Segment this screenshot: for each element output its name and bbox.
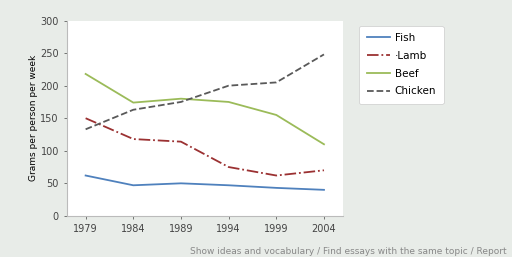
Text: Show ideas and vocabulary / Find essays with the same topic / Report: Show ideas and vocabulary / Find essays … <box>190 247 507 256</box>
Y-axis label: Grams per person per week: Grams per person per week <box>29 55 37 181</box>
Legend: Fish, ·Lamb, Beef, Chicken: Fish, ·Lamb, Beef, Chicken <box>359 26 443 104</box>
